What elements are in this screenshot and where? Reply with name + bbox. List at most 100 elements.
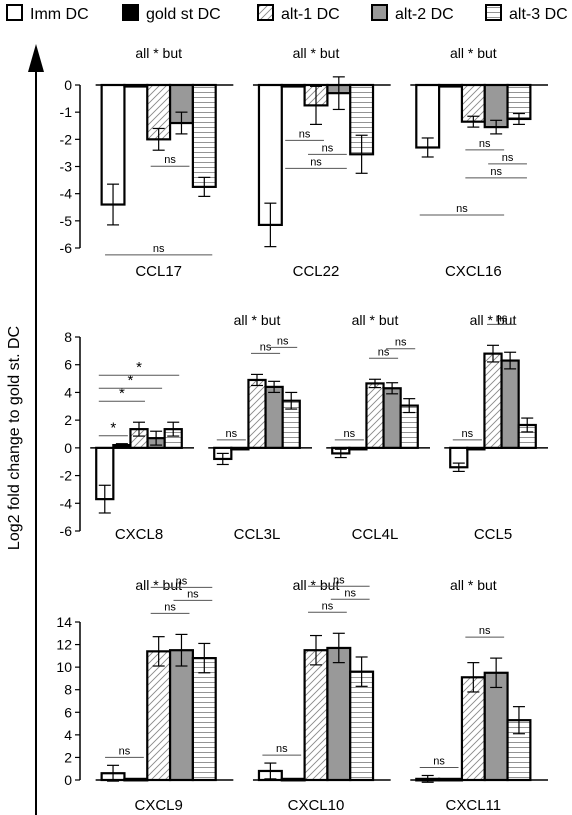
bar-alt-2-dc <box>168 649 194 782</box>
y-axis-arrowhead <box>28 44 44 72</box>
y-tick-label: 6 <box>64 704 72 720</box>
significance-label: ns <box>299 128 311 140</box>
bar-alt-1-dc <box>146 650 172 782</box>
legend-swatch-alt-3-dc <box>485 4 502 21</box>
significance-label: ns <box>322 600 334 612</box>
legend-swatch-gold-st-dc <box>122 4 139 21</box>
significance-label: ns <box>322 142 334 154</box>
y-tick-label: -2 <box>60 131 73 147</box>
y-tick-label: 0 <box>64 440 72 456</box>
legend-label-alt-3-dc: alt-3 DC <box>509 6 568 23</box>
significance-label: * <box>128 372 134 389</box>
bar-alt-2-dc <box>326 646 352 782</box>
significance-label: * <box>136 359 142 376</box>
group-annotation: all * but <box>234 312 281 328</box>
significance-label: * <box>110 420 116 437</box>
significance-label: ns <box>187 588 199 600</box>
legend-item-gold-st-dc: gold st DC <box>122 4 221 23</box>
bar-alt-2-dc <box>483 671 509 782</box>
category-label: CCL4L <box>352 526 399 543</box>
category-label: CCL17 <box>135 263 182 280</box>
category-label: CXCL8 <box>115 526 163 543</box>
significance-label: ns <box>310 156 322 168</box>
y-tick-label: 12 <box>56 637 72 653</box>
main-y-axis: Log2 fold change to gold st. DC <box>6 44 44 815</box>
bar-alt-3-dc <box>349 670 375 782</box>
category-label: CCL5 <box>474 526 512 543</box>
significance-label: ns <box>395 337 407 349</box>
significance-label: ns <box>344 587 356 599</box>
significance-label: ns <box>164 601 176 613</box>
y-tick-label: 6 <box>64 357 72 373</box>
bar-alt-2-dc <box>382 387 402 449</box>
y-tick-label: -2 <box>60 468 73 484</box>
y-tick-label: 2 <box>64 749 72 765</box>
group-annotation: all * but <box>450 45 497 61</box>
bar-alt-2-dc <box>264 385 284 449</box>
legend-item-alt-2-dc: alt-2 DC <box>371 4 454 23</box>
group-annotation: all * but <box>135 577 182 593</box>
legend-label-gold-st-dc: gold st DC <box>146 6 221 23</box>
significance-label: ns <box>344 428 356 440</box>
legend-item-imm-dc: Imm DC <box>6 4 89 23</box>
bar-alt-1-dc <box>247 378 267 449</box>
bar-alt-2-dc <box>500 359 520 449</box>
y-tick-label: 8 <box>64 329 72 345</box>
category-label: CXCL11 <box>446 797 502 814</box>
legend-swatch-imm-dc <box>6 4 23 21</box>
category-label: CCL3L <box>234 526 281 543</box>
y-tick-label: 0 <box>64 772 72 788</box>
legend-label-alt-1-dc: alt-1 DC <box>281 6 340 23</box>
group-annotation: all * but <box>352 312 399 328</box>
y-tick-label: 2 <box>64 412 72 428</box>
legend-label-alt-2-dc: alt-2 DC <box>395 6 454 23</box>
group-annotation: all * but <box>450 577 497 593</box>
legend-item-alt-1-dc: alt-1 DC <box>257 4 340 23</box>
y-tick-label: -6 <box>60 240 73 256</box>
y-tick-label: 4 <box>64 727 72 743</box>
bar-alt-1-dc <box>483 352 503 449</box>
significance-label: ns <box>502 152 514 164</box>
y-axis-title: Log2 fold change to gold st. DC <box>6 326 23 550</box>
group-annotation: all * but <box>293 45 340 61</box>
y-tick-label: -4 <box>60 495 73 511</box>
bar-alt-1-dc <box>460 676 486 782</box>
bar-alt-1-dc <box>303 649 329 782</box>
significance-label: ns <box>176 575 188 587</box>
y-tick-label: -3 <box>60 159 73 175</box>
y-tick-label: 0 <box>64 77 72 93</box>
legend-item-alt-3-dc: alt-3 DC <box>485 4 568 23</box>
significance-label: ns <box>479 138 491 150</box>
significance-label: ns <box>164 154 176 166</box>
group-annotation: all * but <box>470 312 517 328</box>
bar-alt-1-dc <box>365 382 385 449</box>
y-tick-label: 8 <box>64 682 72 698</box>
significance-label: ns <box>496 312 508 324</box>
legend-label-imm-dc: Imm DC <box>30 6 89 23</box>
y-tick-label: -5 <box>60 213 73 229</box>
significance-label: ns <box>479 625 491 637</box>
significance-label: ns <box>153 243 165 255</box>
y-tick-label: -6 <box>60 523 73 539</box>
legend-swatch-alt-2-dc <box>371 4 388 21</box>
significance-label: ns <box>378 346 390 358</box>
significance-label: ns <box>277 335 289 347</box>
significance-label: ns <box>433 755 445 767</box>
bar-alt-3-dc <box>191 657 217 782</box>
significance-label: ns <box>490 166 502 178</box>
significance-label: ns <box>226 428 238 440</box>
y-tick-label: -4 <box>60 186 73 202</box>
significance-label: * <box>119 385 125 402</box>
significance-label: ns <box>456 203 468 215</box>
significance-label: ns <box>333 574 345 586</box>
category-label: CXCL16 <box>445 263 502 280</box>
significance-label: ns <box>462 428 474 440</box>
category-label: CCL22 <box>293 263 340 280</box>
group-annotation: all * but <box>293 577 340 593</box>
y-tick-label: -1 <box>60 104 73 120</box>
legend-swatch-alt-1-dc <box>257 4 274 21</box>
